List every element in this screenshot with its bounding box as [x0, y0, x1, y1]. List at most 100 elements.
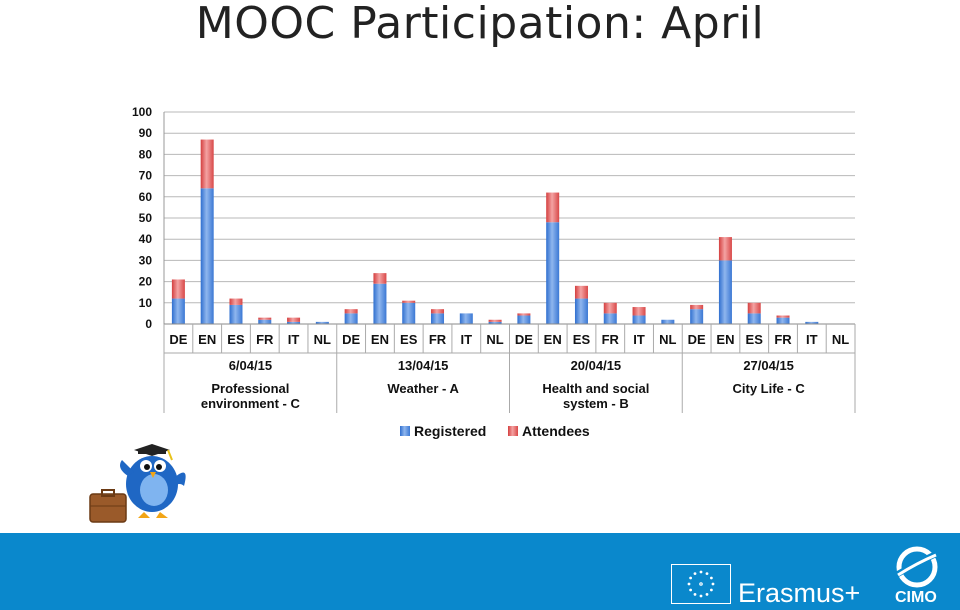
eu-star-icon — [689, 576, 693, 580]
x-tick-label: ES — [400, 332, 418, 347]
bar-registered — [805, 321, 819, 324]
x-tick-label: IT — [806, 332, 818, 347]
bar-registered — [459, 313, 473, 324]
x-tick-label: EN — [716, 332, 734, 347]
y-tick-label: 20 — [139, 275, 153, 289]
y-tick-label: 0 — [145, 317, 152, 331]
x-tick-label: DE — [169, 332, 187, 347]
x-tick-label: NL — [314, 332, 331, 347]
bar-attendees — [373, 273, 387, 284]
cimo-logo-text: CIMO — [895, 589, 937, 606]
group-name-label: Weather - A — [387, 381, 459, 396]
x-tick-label: FR — [774, 332, 792, 347]
group-name-label: Health and social — [542, 381, 649, 396]
bar-attendees — [574, 285, 588, 299]
bar-attendees — [431, 309, 445, 314]
footer-bar — [0, 533, 960, 610]
x-axis-table: DE EN ES FR IT NL DE EN ES FR IT NL DE EN ES FR IT NL DE EN… — [163, 323, 856, 413]
bar-attendees — [517, 313, 531, 316]
bar-registered — [690, 309, 704, 324]
bar-attendees — [632, 307, 646, 316]
x-tick-label: IT — [461, 332, 473, 347]
group-date-label: 27/04/15 — [743, 358, 794, 373]
legend-swatch — [400, 426, 410, 436]
bar-registered — [315, 321, 329, 324]
bar-attendees — [200, 139, 214, 189]
stacked-bar-chart: 0 10 20 30 40 50 60 70 80 90 100 DE EN ES FR IT NL DE EN E… — [132, 105, 856, 439]
group-date-label: 20/04/15 — [571, 358, 622, 373]
chart-legend: Registered Attendees — [400, 423, 590, 439]
bar-registered — [603, 313, 617, 324]
group-name-label: Professional — [211, 381, 289, 396]
x-tick-label: ES — [746, 332, 764, 347]
x-tick-label: FR — [256, 332, 274, 347]
bird-mascot-icon — [89, 444, 186, 523]
bar-attendees — [488, 319, 502, 322]
bar-attendees — [402, 300, 416, 303]
y-axis-ticks: 0 10 20 30 40 50 60 70 80 90 100 — [132, 105, 165, 331]
y-tick-label: 80 — [139, 147, 153, 161]
bar-attendees — [344, 309, 358, 314]
bar-attendees — [747, 302, 761, 314]
x-tick-label: FR — [602, 332, 620, 347]
eu-flag-icon — [671, 564, 731, 604]
x-tick-label: IT — [633, 332, 645, 347]
bar-attendees — [287, 317, 301, 322]
x-tick-label: IT — [288, 332, 300, 347]
y-tick-label: 60 — [139, 190, 153, 204]
chart-gridlines — [164, 111, 855, 325]
group-name-label: system - B — [563, 396, 629, 411]
group-date-label: 6/04/15 — [229, 358, 272, 373]
group-date-label: 13/04/15 — [398, 358, 449, 373]
bar-registered — [200, 188, 214, 324]
cimo-logo-icon — [894, 546, 940, 588]
bar-attendees — [690, 304, 704, 310]
bar-registered — [661, 319, 675, 324]
eu-star-icon — [693, 592, 697, 596]
bar-registered — [718, 260, 732, 324]
y-tick-label: 50 — [139, 211, 153, 225]
y-tick-label: 70 — [139, 169, 153, 183]
bar-registered — [171, 298, 185, 324]
group-name-label: environment - C — [201, 396, 301, 411]
bar-attendees — [258, 317, 272, 320]
bar-registered — [776, 317, 790, 324]
x-tick-label: NL — [659, 332, 676, 347]
x-tick-label: NL — [486, 332, 503, 347]
bar-registered — [632, 315, 646, 324]
bar-registered — [488, 321, 502, 324]
eu-star-icon — [699, 570, 703, 574]
erasmus-plus-logo: Erasmus+ — [738, 578, 861, 608]
eu-star-icon — [709, 588, 713, 592]
bar-registered — [258, 319, 272, 324]
x-tick-label: EN — [371, 332, 389, 347]
x-tick-label: EN — [544, 332, 562, 347]
bar-registered — [574, 298, 588, 324]
bar-registered — [517, 315, 531, 324]
eu-star-icon — [687, 582, 691, 586]
y-tick-label: 10 — [139, 296, 153, 310]
eu-star-icon — [693, 572, 697, 576]
bar-attendees — [171, 279, 185, 299]
eu-star-icon — [709, 576, 713, 580]
y-tick-label: 30 — [139, 253, 153, 267]
x-tick-label: DE — [688, 332, 706, 347]
x-tick-label: ES — [573, 332, 591, 347]
x-tick-label: NL — [832, 332, 849, 347]
bar-registered — [431, 313, 445, 324]
page-title: MOOC Participation: April — [195, 0, 765, 49]
x-tick-label: DE — [515, 332, 533, 347]
y-tick-label: 100 — [132, 105, 152, 119]
legend-label: Registered — [414, 423, 486, 439]
y-tick-label: 90 — [139, 126, 153, 140]
bar-registered — [287, 321, 301, 324]
eu-star-icon — [705, 572, 709, 576]
group-name-label: City Life - C — [733, 381, 806, 396]
y-tick-label: 40 — [139, 232, 153, 246]
bar-attendees — [546, 192, 560, 223]
legend-swatch — [508, 426, 518, 436]
bar-registered — [229, 304, 243, 324]
bar-registered — [344, 313, 358, 324]
x-tick-label: EN — [198, 332, 216, 347]
bar-registered — [747, 313, 761, 324]
